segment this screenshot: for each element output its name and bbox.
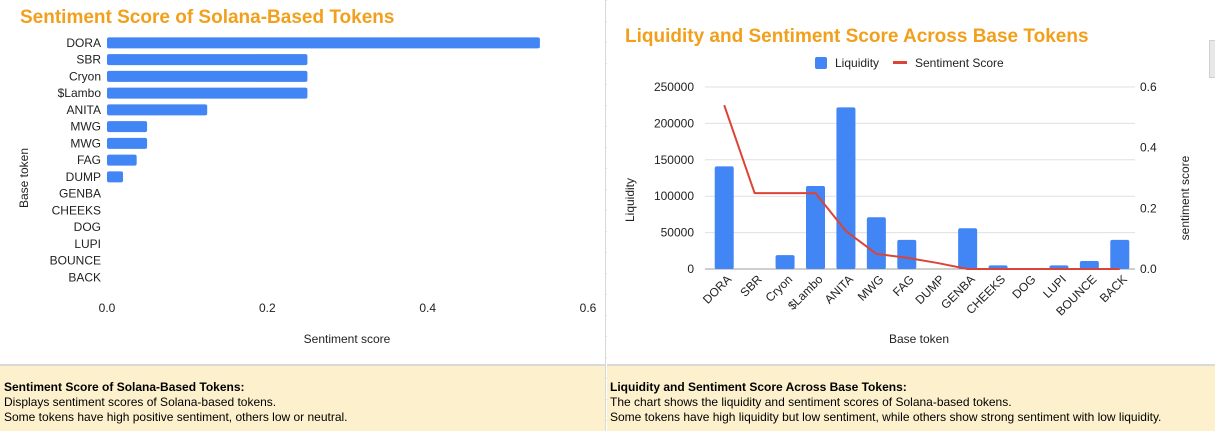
category-label: GENBA [59,187,101,201]
category-label: MWG [70,120,101,134]
x-category-label: DOG [1009,272,1038,301]
right-chart-notes: Liquidity and Sentiment Score Across Bas… [607,365,1215,431]
bar-mwg[interactable] [107,137,148,149]
y-tick-label: 150000 [654,153,694,167]
bar-lambo[interactable] [107,87,308,99]
y-right-tick-label: 0.4 [1140,141,1157,155]
note-heading: Sentiment Score of Solana-Based Tokens: [4,380,245,394]
liquidity-bar-mwg[interactable] [866,217,886,269]
chart-title: Sentiment Score of Solana-Based Tokens [20,7,394,28]
x-axis-title: Sentiment score [304,332,391,346]
category-label: MWG [70,136,101,150]
y-right-tick-label: 0.6 [1140,80,1157,94]
y-axis-left-title: Liquidity [623,178,637,222]
liquidity-bar-dora[interactable] [714,166,734,269]
note-line: The chart shows the liquidity and sentim… [610,395,1012,409]
category-label: DOG [74,220,101,234]
x-category-label: FAG [890,272,917,299]
category-label: SBR [76,53,101,67]
category-label: CHEEKS [52,203,101,217]
category-label: $Lambo [58,86,102,100]
sentiment-score-chart-svg: Sentiment Score of Solana-Based Tokens D… [17,7,597,346]
y-tick-label: 100000 [654,189,694,203]
bar-dora[interactable] [107,37,540,49]
y-right-tick-label: 0.2 [1140,201,1157,215]
y-tick-label: 50000 [661,226,695,240]
legend-sentiment-swatch [893,61,907,64]
category-label: BOUNCE [50,254,101,268]
liquidity-bar-fag[interactable] [897,239,917,269]
note-line: Displays sentiment scores of Solana-base… [4,395,277,409]
x-tick-label: 0.2 [259,301,276,315]
chart-title: Liquidity and Sentiment Score Across Bas… [625,26,1089,47]
x-category-label: BACK [1097,272,1130,305]
sentiment-score-chart[interactable]: Sentiment Score of Solana-Based Tokens D… [0,0,606,365]
category-label: ANITA [67,103,101,117]
bar-anita[interactable] [107,104,208,116]
note-heading: Liquidity and Sentiment Score Across Bas… [610,380,907,394]
y-axis-right-title: sentiment score [1178,155,1192,240]
legend-liquidity-label: Liquidity [835,56,879,70]
bar-dump[interactable] [107,171,124,183]
liquidity-bar-anita[interactable] [836,107,856,269]
bar-fag[interactable] [107,154,137,166]
y-axis-title: Base token [17,148,31,208]
x-tick-label: 0.0 [99,301,116,315]
category-label: DUMP [66,170,101,184]
x-tick-label: 0.4 [419,301,436,315]
liquidity-bar-cryon[interactable] [775,255,795,269]
y-right-tick-label: 0.0 [1140,262,1157,276]
liquidity-bar-lambo[interactable] [806,186,825,269]
scrollbar-handle[interactable] [1209,40,1215,78]
legend-liquidity-swatch [815,57,827,69]
category-label: DORA [66,36,101,50]
y-tick-label: 0 [687,262,694,276]
liquidity-sentiment-chart[interactable]: Liquidity and Sentiment Score Across Bas… [607,0,1215,365]
y-tick-label: 200000 [654,116,694,130]
note-line: Some tokens have high positive sentiment… [4,410,348,424]
bar-cryon[interactable] [107,70,308,82]
category-label: FAG [77,153,101,167]
x-category-label: MWG [855,272,887,304]
x-category-label: ANITA [822,272,856,306]
bar-sbr[interactable] [107,54,308,66]
x-category-label: SBR [737,272,765,300]
x-tick-label: 0.6 [580,301,597,315]
liquidity-bar-genba[interactable] [958,228,978,269]
x-category-label: DORA [700,272,734,306]
category-label: BACK [68,270,101,284]
left-chart-notes: Sentiment Score of Solana-Based Tokens: … [0,365,606,431]
category-label: LUPI [74,237,101,251]
bar-mwg[interactable] [107,121,148,133]
note-line: Some tokens have high liquidity but low … [610,410,1162,424]
x-axis-title: Base token [889,332,949,346]
liquidity-sentiment-chart-svg: Liquidity and Sentiment Score Across Bas… [623,26,1192,346]
legend-sentiment-label: Sentiment Score [915,56,1004,70]
category-label: Cryon [69,69,101,83]
liquidity-bar-back[interactable] [1110,239,1130,269]
sentiment-score-line[interactable] [723,104,1120,270]
y-tick-label: 250000 [654,80,694,94]
liquidity-bar-bounce[interactable] [1079,260,1099,269]
